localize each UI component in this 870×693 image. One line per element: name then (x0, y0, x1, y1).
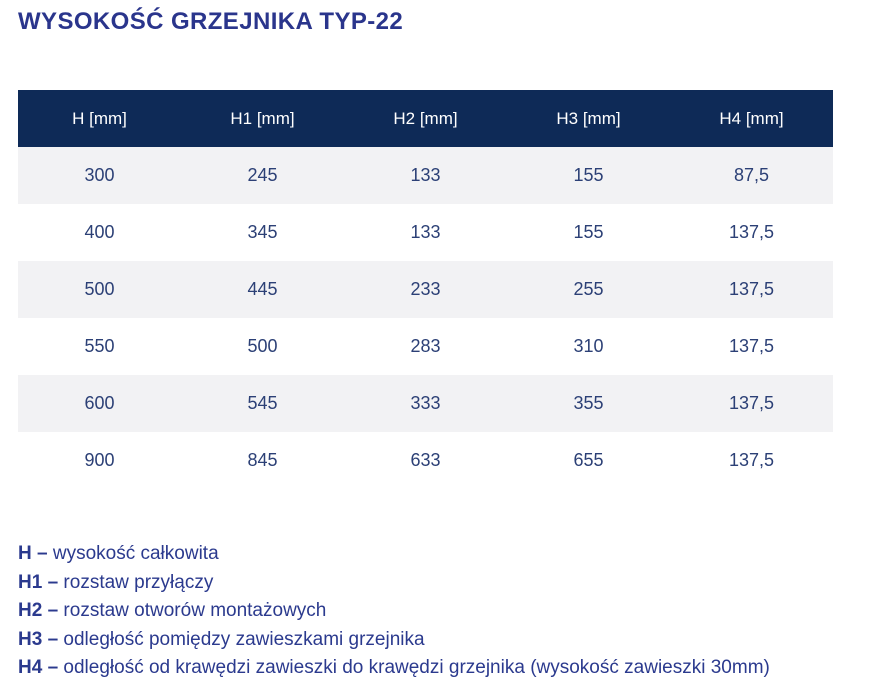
legend-description: rozstaw przyłączy (63, 571, 214, 593)
legend-item-h4: H4 – odległość od krawędzi zawieszki do … (18, 654, 770, 683)
page-title: WYSOKOŚĆ GRZEJNIKA TYP-22 (18, 8, 404, 35)
table-row: 400 345 133 155 137,5 (18, 204, 833, 261)
cell-h: 900 (84, 450, 115, 470)
radiator-height-table: H [mm] H1 [mm] H2 [mm] H3 [mm] H4 [mm] 3… (18, 90, 833, 489)
column-header-h4: H4 [mm] (670, 90, 833, 147)
column-header-h2: H2 [mm] (344, 90, 507, 147)
table-row: 500 445 233 255 137,5 (18, 261, 833, 318)
cell-h2: 633 (410, 450, 441, 470)
cell-h: 600 (84, 393, 115, 413)
cell-h3: 155 (573, 222, 604, 242)
cell-h1: 245 (247, 165, 278, 185)
legend-item-h2: H2 – rozstaw otworów montażowych (18, 597, 770, 626)
cell-h1: 500 (247, 336, 278, 356)
legend-description: rozstaw otworów montażowych (63, 600, 327, 622)
cell-h3: 355 (573, 393, 604, 413)
cell-h2: 333 (410, 393, 441, 413)
legend-term: H4 – (18, 657, 59, 679)
legend-description: odległość pomiędzy zawieszkami grzejnika (63, 628, 425, 650)
cell-h1: 845 (247, 450, 278, 470)
cell-h3: 310 (573, 336, 604, 356)
cell-h2: 283 (410, 336, 441, 356)
column-header-h: H [mm] (18, 90, 181, 147)
table-row: 550 500 283 310 137,5 (18, 318, 833, 375)
table-row: 300 245 133 155 87,5 (18, 147, 833, 204)
cell-h1: 445 (247, 279, 278, 299)
table-header-row: H [mm] H1 [mm] H2 [mm] H3 [mm] H4 [mm] (18, 90, 833, 147)
column-header-h3: H3 [mm] (507, 90, 670, 147)
cell-h1: 545 (247, 393, 278, 413)
cell-h: 550 (84, 336, 115, 356)
legend-item-h1: H1 – rozstaw przyłączy (18, 569, 770, 598)
table-row: 600 545 333 355 137,5 (18, 375, 833, 432)
legend-term: H – (18, 543, 48, 564)
cell-h4: 137,5 (728, 393, 775, 413)
legend-description: wysokość całkowita (52, 543, 219, 564)
cell-h4: 87,5 (733, 165, 770, 185)
cell-h4: 137,5 (728, 279, 775, 299)
cell-h4: 137,5 (728, 336, 775, 356)
legend-term: H2 – (18, 600, 59, 622)
cell-h: 300 (84, 165, 115, 185)
table-row: 900 845 633 655 137,5 (18, 432, 833, 489)
cell-h3: 255 (573, 279, 604, 299)
legend-item-h: H – wysokość całkowita (18, 540, 770, 569)
cell-h: 400 (84, 222, 115, 242)
column-header-h1: H1 [mm] (181, 90, 344, 147)
cell-h2: 133 (410, 222, 441, 242)
cell-h2: 233 (410, 279, 441, 299)
legend: H – wysokość całkowita H1 – rozstaw przy… (18, 540, 770, 683)
cell-h2: 133 (410, 165, 441, 185)
cell-h3: 655 (573, 450, 604, 470)
cell-h1: 345 (247, 222, 278, 242)
legend-term: H1 – (18, 571, 59, 593)
cell-h3: 155 (573, 165, 604, 185)
cell-h: 500 (84, 279, 115, 299)
cell-h4: 137,5 (728, 450, 775, 470)
legend-description: odległość od krawędzi zawieszki do krawę… (63, 657, 770, 679)
legend-item-h3: H3 – odległość pomiędzy zawieszkami grze… (18, 626, 770, 655)
cell-h4: 137,5 (728, 222, 775, 242)
legend-term: H3 – (18, 628, 59, 650)
